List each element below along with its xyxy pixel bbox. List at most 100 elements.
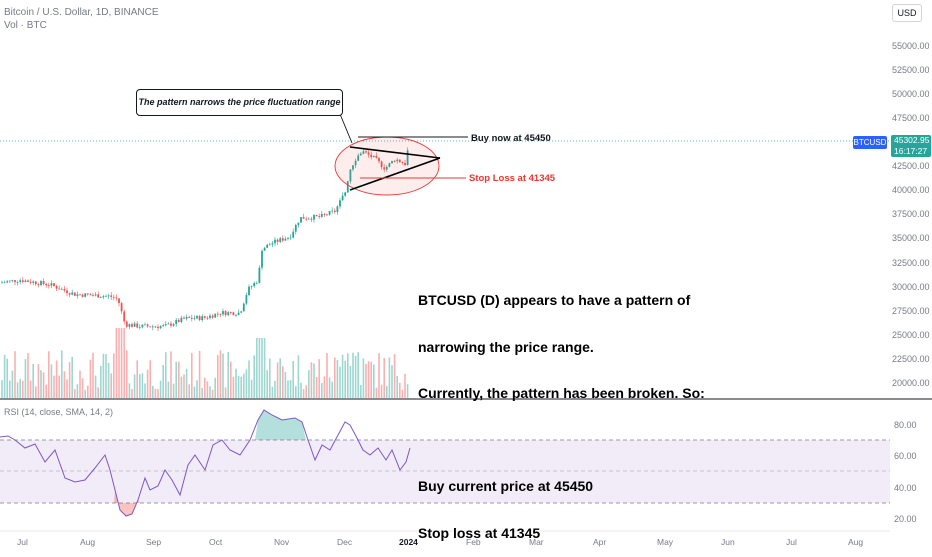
- analysis-note[interactable]: BTCUSD (D) appears to have a pattern of …: [418, 262, 705, 557]
- candle-body: [344, 192, 347, 196]
- rsi-band: [0, 440, 890, 503]
- volume-bar: [191, 353, 193, 398]
- candle-body: [222, 311, 224, 315]
- volume-bar: [115, 328, 118, 398]
- candle-body: [227, 312, 230, 316]
- last-price-badge: 45302.95 16:17:27: [891, 135, 931, 157]
- candle-body: [47, 285, 50, 287]
- candle-body: [216, 313, 219, 315]
- candle-body: [55, 285, 58, 289]
- volume-bar: [74, 389, 76, 398]
- volume-bar: [232, 376, 235, 398]
- candle-body: [141, 324, 144, 328]
- candle-body: [331, 210, 334, 212]
- candle-body: [263, 247, 266, 251]
- candle-body: [237, 312, 240, 315]
- candle-body: [318, 216, 321, 217]
- rsi-line: [0, 409, 411, 517]
- volume-bar: [406, 384, 409, 398]
- candle-body: [339, 200, 341, 207]
- volume-bar: [120, 328, 123, 398]
- volume-bar: [118, 328, 120, 398]
- candle-body: [313, 215, 315, 220]
- pattern-highlight-ellipse[interactable]: [334, 136, 440, 196]
- volume-bar: [61, 350, 63, 398]
- candle-body: [242, 303, 245, 312]
- price-tick: 32500.00: [892, 258, 930, 268]
- candle-body: [183, 317, 185, 319]
- volume-bar: [76, 384, 79, 398]
- candle-body: [323, 213, 326, 215]
- candle-body: [110, 295, 113, 297]
- candle-body: [105, 295, 107, 297]
- volume-bar: [245, 369, 248, 398]
- rsi-tick: 60.00: [894, 451, 917, 461]
- buy-label[interactable]: Buy now at 45450: [471, 133, 551, 144]
- volume-bar: [131, 389, 133, 398]
- volume-bar: [334, 357, 336, 398]
- candle-body: [276, 239, 279, 242]
- note-line: Stop loss at 41345: [418, 524, 541, 541]
- volume-bar: [250, 379, 253, 398]
- volume-bar: [63, 371, 66, 398]
- candle-body: [393, 160, 396, 162]
- volume-bar: [102, 353, 105, 398]
- currency-button[interactable]: USD: [892, 4, 922, 22]
- candle-body: [11, 280, 14, 281]
- rsi-indicator-label[interactable]: RSI (14, close, SMA, 14, 2): [4, 407, 114, 417]
- volume-bar: [105, 354, 107, 398]
- candle-body: [359, 153, 362, 156]
- volume-bar: [235, 368, 237, 398]
- candle-body: [255, 282, 258, 284]
- volume-bar: [318, 359, 320, 398]
- volume-bar: [144, 383, 146, 398]
- candle-body: [396, 159, 399, 162]
- triangle-lower-trendline[interactable]: [349, 157, 441, 191]
- volume-bar: [230, 361, 232, 398]
- price-tick: 40000.00: [892, 185, 930, 195]
- candle-body: [294, 224, 297, 232]
- candle-body: [245, 295, 248, 304]
- volume-bar: [339, 366, 341, 398]
- candle-body: [138, 327, 141, 329]
- candle-body: [190, 317, 193, 319]
- candle-body: [398, 159, 401, 163]
- candle-body: [60, 288, 63, 290]
- volume-bar: [110, 373, 112, 398]
- volume-bar: [287, 380, 289, 398]
- candle-body: [19, 280, 22, 283]
- triangle-upper-trendline[interactable]: [349, 146, 441, 159]
- candle-body: [383, 167, 386, 170]
- volume-bar: [401, 389, 404, 398]
- candle-body: [229, 312, 232, 313]
- candle-body: [326, 214, 328, 216]
- candle-body: [349, 169, 352, 182]
- volume-bar: [165, 352, 167, 398]
- volume-bar: [274, 380, 276, 398]
- candle-body: [37, 284, 40, 286]
- volume-bar: [81, 378, 84, 398]
- candle-body: [162, 325, 165, 327]
- volume-bar: [94, 375, 97, 398]
- stop-loss-label[interactable]: Stop Loss at 41345: [469, 173, 556, 184]
- candle-body: [289, 237, 292, 239]
- candle-body: [86, 293, 89, 295]
- volume-bar: [146, 369, 149, 398]
- price-tick: 47500.00: [892, 113, 930, 123]
- volume-bar: [35, 386, 37, 398]
- candle-body: [258, 267, 261, 283]
- candle-body: [271, 243, 274, 245]
- price-tick: 42500.00: [892, 161, 930, 171]
- candle-body: [219, 313, 222, 315]
- volume-bar: [1, 380, 3, 398]
- volume-indicator-label[interactable]: Vol · BTC: [4, 20, 47, 31]
- volume-bar: [14, 351, 16, 398]
- symbol-info[interactable]: Bitcoin / U.S. Dollar, 1D, BINANCE: [4, 7, 159, 18]
- candle-body: [50, 283, 53, 286]
- volume-bar: [58, 375, 60, 398]
- pattern-callout[interactable]: The pattern narrows the price fluctuatio…: [136, 89, 343, 116]
- candle-body: [14, 280, 16, 283]
- volume-bar: [157, 388, 159, 398]
- volume-bar: [3, 354, 6, 398]
